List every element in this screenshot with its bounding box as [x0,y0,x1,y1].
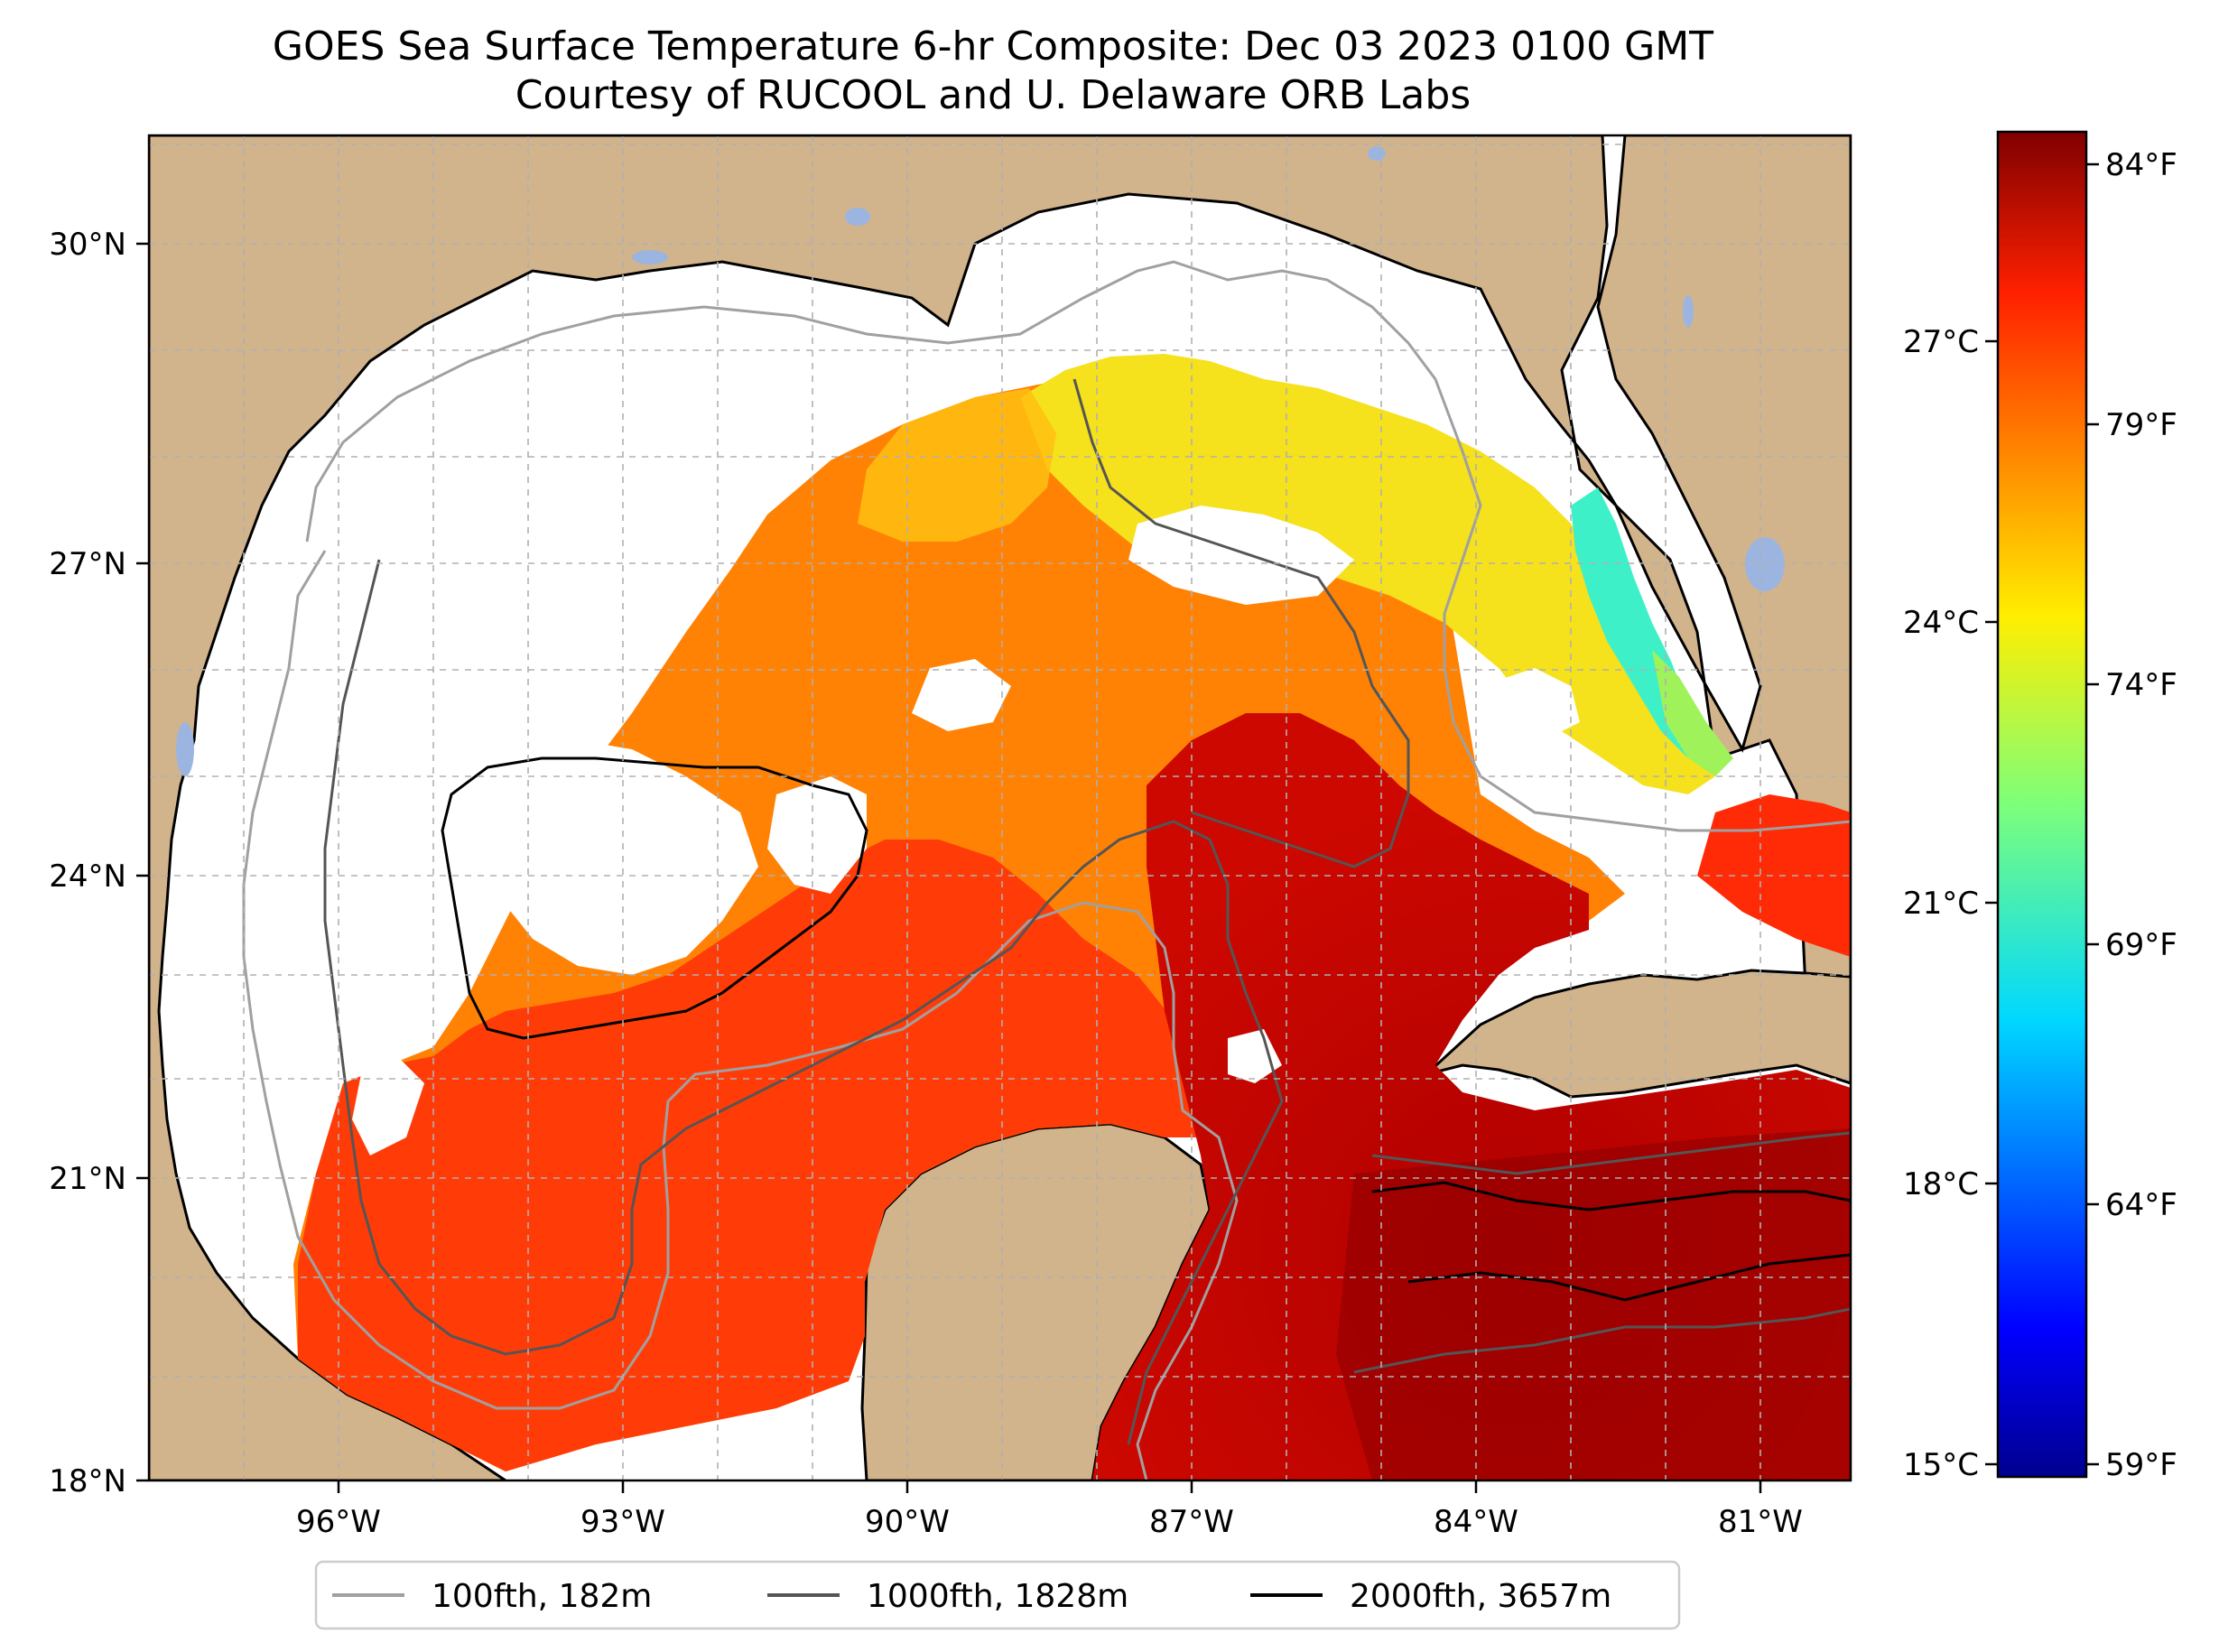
legend-label-2000fth: 2000fth, 3657m [1350,1578,1611,1615]
lat-tick-label: 21°N [49,1161,126,1197]
map-frame [147,134,1852,1482]
lon-tick-label: 81°W [1718,1504,1803,1540]
fahrenheit-tick-label: 64°F [2105,1187,2177,1223]
bathymetry-contours [242,260,1851,1480]
celsius-tick-label: 18°C [1903,1166,1979,1202]
legend-box [314,1560,1681,1630]
contour-1000fth [323,378,1851,1445]
lat-tick-label: 18°N [49,1463,126,1499]
land-masses [149,135,1851,1480]
legend: 100fth, 182m 1000fth, 1828m 2000fth, 365… [314,1560,1681,1630]
lon-tick-labels: 96°W 93°W 90°W 87°W 84°W 81°W [296,1504,1803,1540]
celsius-tick-label: 24°C [1903,605,1979,641]
lon-tick-label: 90°W [865,1504,950,1540]
title-line-2: Courtesy of RUCOOL and U. Delaware ORB L… [515,72,1471,118]
legend-label-100fth: 100fth, 182m [432,1578,652,1615]
lat-tick-labels: 30°N 27°N 24°N 21°N 18°N [49,227,126,1499]
lon-tick-label: 96°W [296,1504,381,1540]
lakes [176,146,1785,776]
lon-tick-label: 84°W [1434,1504,1518,1540]
sst-red-west [298,840,1210,1471]
celsius-tick-label: 21°C [1903,886,1979,922]
legend-label-1000fth: 1000fth, 1828m [867,1578,1128,1615]
colorbar-gradient [1996,130,2088,1479]
land-cuba [1425,969,1851,1099]
contour-2000fth [441,756,1851,1302]
lake-okeechobee [1745,537,1785,591]
title-line-1: GOES Sea Surface Temperature 6-hr Compos… [273,23,1713,70]
lat-tick-label: 30°N [49,227,126,263]
sst-imagery [235,354,1851,1480]
lake-pontchartrain [845,208,870,226]
lat-tick-label: 24°N [49,858,126,895]
land-us-gulf-coast [149,135,1851,1480]
lon-tick-label: 93°W [580,1504,665,1540]
fahrenheit-tick-label: 84°F [2105,147,2177,183]
celsius-tick-label: 27°C [1903,324,1979,360]
fahrenheit-tick-label: 79°F [2105,407,2177,443]
fahrenheit-tick-label: 59°F [2105,1447,2177,1483]
lon-tick-label: 87°W [1149,1504,1234,1540]
map-panel[interactable] [149,135,1851,1480]
lat-tick-label: 27°N [49,546,126,582]
fahrenheit-tick-label: 69°F [2105,927,2177,963]
fahrenheit-tick-label: 74°F [2105,667,2177,703]
gridlines [149,135,1851,1480]
colorbar: 27°C 24°C 21°C 18°C 15°C 84°F 79°F 74°F … [1903,130,2177,1483]
contour-100fth [242,260,1851,1480]
celsius-tick-label: 15°C [1903,1447,1979,1483]
axis-ticks [136,242,1762,1493]
